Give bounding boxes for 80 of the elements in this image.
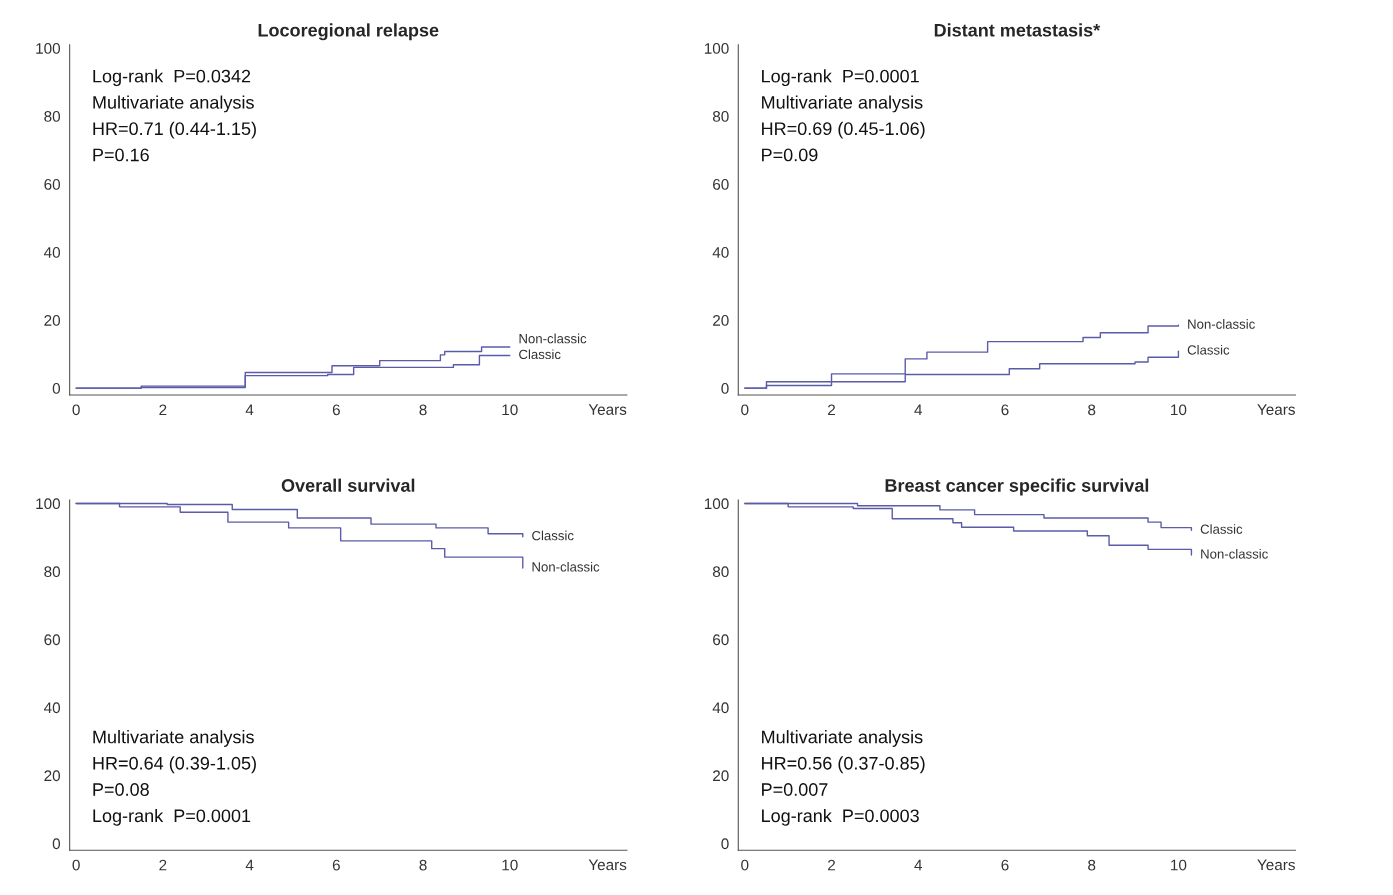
y-tick-label: 80 — [44, 566, 61, 578]
y-tick-label: 20 — [44, 315, 61, 326]
series-label: Classic — [519, 349, 561, 360]
y-tick-label: 100 — [36, 43, 61, 54]
annotation: HR=0.56 (0.37-0.85) — [762, 756, 925, 774]
annotation: Multivariate analysis — [93, 95, 254, 113]
y-tick-label: 60 — [44, 634, 61, 646]
annotation: Log-rank P=0.0001 — [762, 69, 919, 87]
x-axis-title: Years — [1257, 404, 1295, 415]
x-tick-label: 4 — [245, 404, 254, 416]
chart-title: Overall survival — [281, 478, 415, 492]
y-tick-label: 100 — [704, 43, 729, 54]
y-tick-label: 100 — [704, 498, 729, 510]
y-tick-label: 80 — [712, 566, 729, 578]
x-tick-label: 8 — [419, 404, 427, 416]
x-tick-label: 6 — [1001, 404, 1009, 416]
x-tick-label: 8 — [1088, 404, 1096, 416]
x-tick-label: 10 — [502, 859, 518, 871]
annotation: Multivariate analysis — [762, 730, 923, 747]
y-tick-label: 20 — [713, 770, 729, 782]
annotation: HR=0.64 (0.39-1.05) — [93, 756, 256, 774]
x-tick-label: 10 — [502, 404, 518, 416]
x-tick-label: 2 — [828, 859, 835, 871]
x-axis-title: Years — [588, 404, 627, 415]
annotation: Log-rank P=0.0001 — [93, 808, 251, 826]
annotation: Log-rank P=0.0003 — [762, 808, 919, 826]
y-tick-label: 20 — [713, 315, 729, 326]
x-tick-label: 0 — [72, 859, 80, 871]
x-tick-label: 6 — [332, 404, 340, 416]
series-label: Non-classic — [1188, 319, 1255, 329]
series-label: Classic — [532, 530, 574, 541]
x-tick-label: 8 — [1088, 859, 1096, 871]
annotation: P=0.16 — [93, 148, 149, 162]
annotation: P=0.09 — [762, 148, 818, 162]
x-tick-label: 6 — [332, 859, 340, 871]
y-tick-label: 80 — [712, 111, 729, 122]
annotation: Multivariate analysis — [762, 95, 923, 113]
series-label: Non-classic — [519, 333, 587, 344]
y-tick-label: 40 — [712, 702, 729, 714]
series-label: Classic — [1200, 524, 1243, 534]
x-tick-label: 10 — [1171, 404, 1187, 416]
y-tick-label: 0 — [721, 383, 729, 394]
annotation: Log-rank P=0.0342 — [93, 69, 251, 87]
y-tick-label: 60 — [44, 179, 61, 190]
y-tick-label: 20 — [44, 770, 61, 782]
x-tick-label: 2 — [159, 404, 167, 416]
series-label: Non-classic — [532, 561, 600, 572]
y-tick-label: 40 — [712, 247, 729, 258]
y-tick-label: 100 — [36, 498, 61, 510]
series-label: Non-classic — [1201, 548, 1268, 559]
annotation: P=0.007 — [762, 783, 828, 796]
x-tick-label: 4 — [914, 404, 923, 416]
x-tick-label: 0 — [72, 404, 80, 416]
annotation: HR=0.69 (0.45-1.06) — [762, 121, 925, 139]
y-tick-label: 40 — [43, 247, 61, 258]
x-tick-label: 2 — [159, 859, 167, 871]
x-tick-label: 10 — [1171, 859, 1187, 871]
x-axis-title: Years — [1257, 859, 1295, 871]
y-tick-label: 0 — [52, 838, 61, 850]
y-tick-label: 60 — [713, 179, 729, 190]
chart-title: Locoregional relapse — [258, 23, 439, 41]
annotation: Multivariate analysis — [93, 730, 254, 747]
chart-title: Breast cancer specific survival — [885, 478, 1149, 496]
annotation: P=0.08 — [93, 783, 149, 796]
y-tick-label: 60 — [713, 634, 729, 646]
x-tick-label: 4 — [245, 859, 254, 871]
y-tick-label: 0 — [52, 383, 61, 394]
x-axis-title: Years — [588, 859, 627, 871]
annotation: HR=0.71 (0.44-1.15) — [93, 121, 256, 139]
x-tick-label: 8 — [419, 859, 427, 871]
y-tick-label: 40 — [43, 702, 61, 714]
chart-title: Distant metastasis* — [934, 23, 1101, 37]
y-tick-label: 0 — [721, 838, 729, 850]
x-tick-label: 0 — [741, 859, 749, 871]
x-tick-label: 2 — [828, 404, 835, 416]
x-tick-label: 4 — [914, 859, 923, 871]
x-tick-label: 0 — [741, 404, 749, 416]
y-tick-label: 80 — [44, 111, 61, 122]
x-tick-label: 6 — [1001, 859, 1009, 871]
series-label: Classic — [1187, 344, 1230, 355]
